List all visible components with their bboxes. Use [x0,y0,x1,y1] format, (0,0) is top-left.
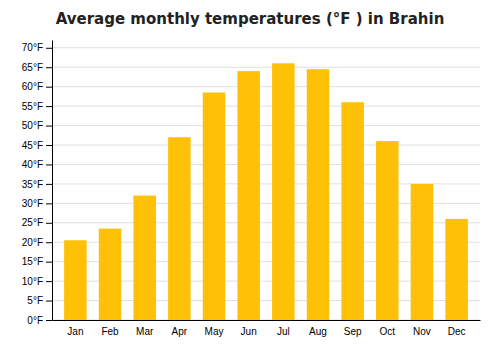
y-tick-mark [46,164,52,165]
x-tick: Feb [101,326,119,337]
bar [64,240,87,320]
y-tick-label: 70°F [22,42,43,53]
y-axis-line [52,41,53,321]
x-tick: Mar [136,326,154,337]
grid-line [52,145,480,146]
x-tick-label: Oct [380,326,396,337]
x-tick: Jun [241,326,257,337]
y-tick-label: 65°F [22,62,43,73]
x-axis-line [53,320,481,321]
x-tick: Apr [172,326,188,337]
y-tick-mark [46,126,52,127]
x-tick: Sep [344,326,362,337]
y-tick: 15°F [22,256,52,267]
y-tick-mark [46,262,52,263]
bar [168,137,191,320]
y-tick: 50°F [22,120,52,131]
y-tick-label: 60°F [22,81,43,92]
y-tick: 55°F [22,101,52,112]
bar [237,71,260,320]
bar [307,69,330,320]
y-tick-label: 15°F [22,256,43,267]
title: Average monthly temperatures (°F ) in Br… [56,10,445,28]
x-tick-label: Jan [67,326,83,337]
x-tick: Jul [277,326,290,337]
y-tick-mark [46,67,52,68]
x-tick-label: Nov [413,326,431,337]
y-tick: 30°F [22,198,52,209]
bar [341,102,364,320]
grid-line [52,164,480,165]
plot-area [64,63,468,320]
y-tick: 40°F [22,159,52,170]
bar [203,93,226,321]
y-tick-mark [46,48,52,49]
y-tick-mark [46,223,52,224]
y-axis: 0°F 5°F 10°F 15°F 20°F 25°F 30°F 35°F 40°F 45°F 50… [22,41,53,326]
y-tick-mark [46,203,52,204]
y-tick: 45°F [22,140,52,151]
bar [133,196,156,320]
y-tick-mark [46,145,52,146]
y-tick-label: 55°F [22,101,43,112]
x-tick: Aug [309,326,327,337]
x-tick-label: Mar [136,326,154,337]
x-tick: May [205,326,224,337]
chart: 0°F 5°F 10°F 15°F 20°F 25°F 30°F 35°F 40°F 45°F 50… [0,0,500,350]
x-tick-label: Jul [277,326,290,337]
bar [445,219,468,320]
y-tick-label: 35°F [22,179,43,190]
y-tick-label: 40°F [22,159,43,170]
x-tick: Dec [448,326,466,337]
grid-line [52,47,480,48]
y-tick-mark [46,184,52,185]
x-tick-label: Sep [344,326,362,337]
x-tick: Oct [380,326,396,337]
y-tick-label: 30°F [22,198,43,209]
y-tick-label: 20°F [22,237,43,248]
y-tick: 60°F [22,81,52,92]
bar [99,229,122,320]
x-tick-label: Jun [241,326,257,337]
x-axis: Jan Feb Mar Apr May Jun Jul Aug Sep Oct Nov Dec [53,321,481,338]
bar [376,141,399,320]
y-tick: 65°F [22,62,52,73]
y-tick: 25°F [22,217,52,228]
y-tick: 35°F [22,179,52,190]
grid-line [52,67,480,68]
y-tick-label: 25°F [22,217,43,228]
y-tick-label: 0°F [27,315,43,326]
y-tick-label: 45°F [22,140,43,151]
y-tick-mark [46,106,52,107]
y-tick-mark [46,87,52,88]
bar [411,184,434,320]
grid-line [52,86,480,87]
x-tick: Jan [67,326,83,337]
grid-line [52,106,480,107]
y-tick-mark [46,320,52,321]
y-tick-mark [46,281,52,282]
x-tick: Nov [413,326,431,337]
grid [52,48,480,320]
y-tick-mark [46,301,52,302]
y-tick: 10°F [22,276,52,287]
grid-line [52,125,480,126]
y-tick: 70°F [22,42,52,53]
y-tick: 5°F [27,295,52,306]
x-tick-label: Aug [309,326,327,337]
y-tick: 20°F [22,237,52,248]
x-tick-label: Dec [448,326,466,337]
y-tick-label: 50°F [22,120,43,131]
x-tick-label: May [205,326,224,337]
y-tick: 0°F [27,315,52,326]
y-tick-mark [46,242,52,243]
y-tick-label: 5°F [27,295,43,306]
x-tick-label: Apr [172,326,188,337]
bar [272,63,295,320]
x-tick-label: Feb [101,326,119,337]
y-tick-label: 10°F [22,276,43,287]
